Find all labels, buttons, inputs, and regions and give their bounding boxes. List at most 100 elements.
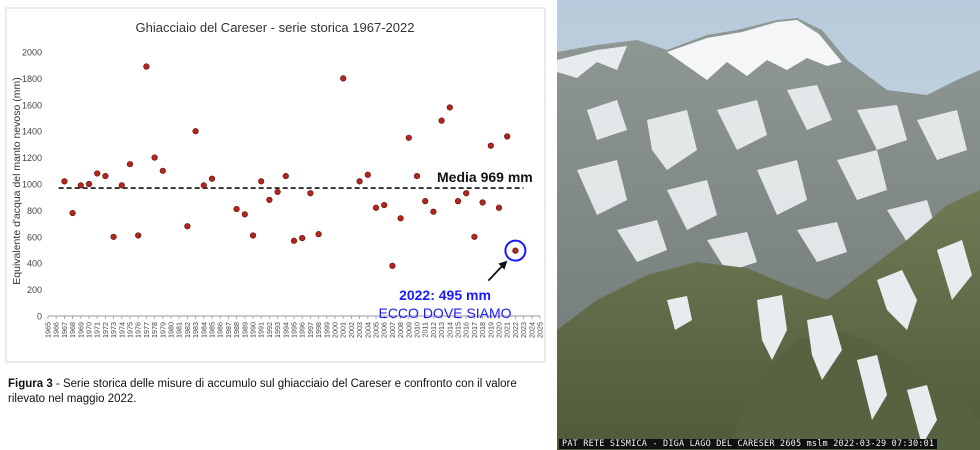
x-tick-label: 1975 bbox=[126, 322, 135, 338]
data-point bbox=[126, 161, 134, 168]
chart-panel: Ghiacciaio del Careser - serie storica 1… bbox=[0, 0, 548, 370]
mountain-photo: PAT RETE SISMICA - DIGA LAGO DEL CARESER… bbox=[557, 0, 980, 450]
x-tick-label: 1967 bbox=[60, 322, 69, 338]
data-point bbox=[364, 171, 371, 178]
data-point bbox=[110, 233, 117, 240]
data-point bbox=[69, 209, 76, 217]
x-tick-label: 1989 bbox=[240, 322, 249, 338]
x-tick-label: 2010 bbox=[413, 322, 422, 338]
data-point bbox=[151, 154, 158, 161]
data-point bbox=[135, 232, 142, 239]
data-point bbox=[118, 182, 125, 189]
highlight-group bbox=[487, 239, 527, 282]
data-point bbox=[512, 247, 519, 254]
x-tick-label: 1994 bbox=[281, 322, 290, 338]
x-tick-label: 1997 bbox=[306, 322, 315, 338]
x-tick-label: 1982 bbox=[183, 322, 192, 338]
data-point bbox=[422, 198, 429, 205]
x-tick-label: 1976 bbox=[134, 322, 143, 338]
data-point bbox=[430, 208, 437, 215]
x-tick-label: 2012 bbox=[429, 322, 438, 338]
x-tick-label: 1999 bbox=[322, 322, 331, 338]
data-point bbox=[61, 178, 68, 185]
x-tick-label: 1984 bbox=[199, 322, 208, 338]
x-tick-label: 1968 bbox=[68, 322, 77, 338]
x-tick-label: 1996 bbox=[298, 322, 307, 338]
data-point bbox=[200, 182, 207, 189]
data-point bbox=[241, 211, 248, 218]
data-point bbox=[487, 142, 494, 149]
data-point bbox=[315, 231, 322, 238]
x-tick-label: 1966 bbox=[52, 322, 61, 338]
x-tick-label: 2002 bbox=[347, 322, 356, 338]
y-tick-label: 1600 bbox=[22, 100, 42, 110]
scatter-chart: Ghiacciaio del Careser - serie storica 1… bbox=[5, 7, 546, 363]
mountain-photo-icon bbox=[557, 0, 980, 450]
y-axis-ticks: 0 200 400 600 800 1000 1200 1400 1600 1800 2000 bbox=[22, 48, 42, 322]
x-tick-label: 2025 bbox=[536, 322, 545, 338]
x-tick-label: 2016 bbox=[462, 322, 471, 338]
data-point bbox=[504, 133, 511, 140]
data-point bbox=[258, 178, 265, 185]
data-point bbox=[274, 188, 281, 196]
figure-caption: Figura 3 - Serie storica delle misure di… bbox=[8, 377, 548, 407]
x-tick-label: 1972 bbox=[101, 322, 110, 338]
y-tick-label: 600 bbox=[27, 232, 42, 242]
data-point bbox=[356, 178, 363, 185]
data-point bbox=[77, 182, 84, 189]
data-point bbox=[266, 196, 273, 203]
highlight-note-label: ECCO DOVE SIAMO bbox=[378, 305, 511, 321]
x-tick-label: 1991 bbox=[257, 322, 266, 338]
x-tick-label: 1970 bbox=[85, 322, 94, 338]
y-tick-label: 200 bbox=[27, 285, 42, 295]
x-tick-label: 1979 bbox=[158, 322, 167, 338]
data-point bbox=[184, 223, 191, 230]
x-axis-ticks: 1965 1966 1967 1968 1969 1970 1971 1972 1973 1974… bbox=[44, 316, 545, 338]
data-point bbox=[192, 128, 199, 135]
x-tick-label: 1992 bbox=[265, 322, 274, 338]
x-tick-label: 2000 bbox=[331, 322, 340, 338]
data-point bbox=[438, 117, 445, 124]
x-tick-label: 1981 bbox=[175, 322, 184, 338]
x-tick-label: 1974 bbox=[117, 322, 126, 338]
figure-caption-text: - Serie storica delle misure di accumulo… bbox=[8, 378, 517, 405]
data-point bbox=[85, 180, 93, 188]
x-tick-label: 2011 bbox=[421, 322, 430, 337]
highlight-arrowhead bbox=[498, 260, 508, 270]
data-point bbox=[307, 190, 314, 197]
x-tick-label: 2024 bbox=[527, 322, 536, 338]
data-point bbox=[102, 172, 109, 180]
x-tick-label: 1988 bbox=[232, 322, 241, 338]
x-tick-label: 2006 bbox=[380, 322, 389, 338]
data-point bbox=[94, 170, 101, 177]
data-point bbox=[372, 204, 380, 211]
y-tick-label: 1400 bbox=[22, 127, 42, 137]
data-point bbox=[405, 134, 412, 141]
data-point bbox=[208, 175, 216, 182]
x-tick-label: 2008 bbox=[396, 322, 405, 338]
data-point bbox=[282, 172, 289, 180]
data-point bbox=[397, 215, 404, 222]
data-point bbox=[249, 232, 257, 239]
data-point bbox=[233, 205, 240, 213]
x-tick-label: 2018 bbox=[478, 322, 487, 338]
highlight-circle bbox=[504, 239, 527, 262]
x-tick-label: 1977 bbox=[142, 322, 151, 338]
y-tick-label: 1000 bbox=[22, 180, 42, 190]
y-tick-label: 0 bbox=[37, 312, 42, 322]
x-tick-label: 2005 bbox=[372, 322, 381, 338]
data-point bbox=[299, 235, 306, 242]
mean-label: Media 969 mm bbox=[437, 169, 533, 185]
x-tick-label: 2004 bbox=[363, 322, 372, 338]
x-tick-label: 2023 bbox=[519, 322, 528, 338]
highlight-value-label: 2022: 495 mm bbox=[399, 287, 491, 303]
x-tick-label: 2014 bbox=[445, 322, 454, 338]
x-tick-label: 1971 bbox=[93, 322, 102, 338]
x-tick-label: 2021 bbox=[503, 322, 512, 338]
x-tick-label: 1969 bbox=[76, 322, 85, 338]
y-tick-label: 400 bbox=[27, 259, 42, 269]
chart-frame bbox=[5, 7, 546, 363]
x-tick-label: 2017 bbox=[470, 322, 479, 338]
x-tick-label: 2001 bbox=[339, 322, 348, 338]
x-tick-label: 1990 bbox=[249, 322, 258, 338]
